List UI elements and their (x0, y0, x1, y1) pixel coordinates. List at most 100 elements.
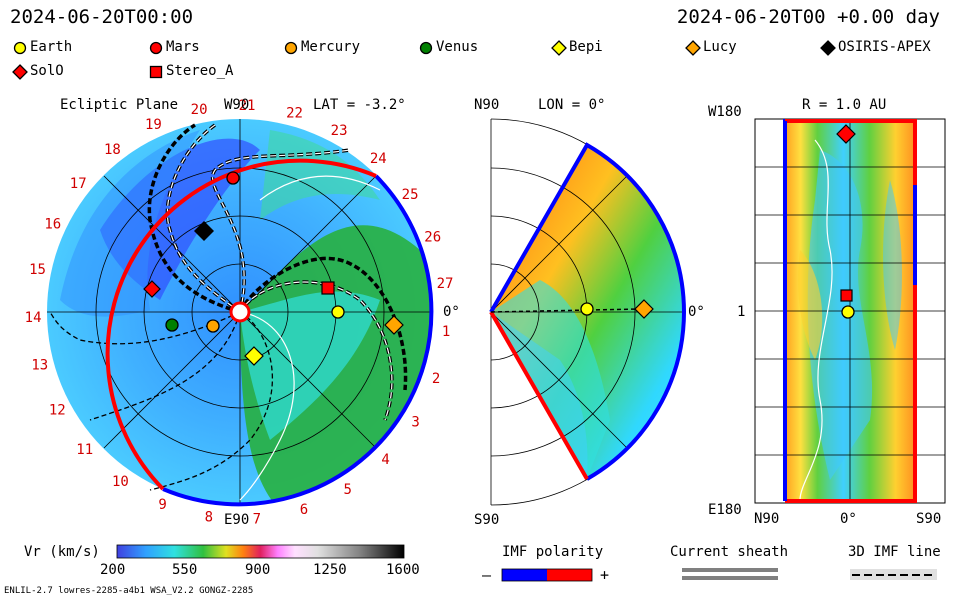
carrington-label: 7 (253, 511, 261, 527)
square-icon (149, 65, 163, 79)
legend-label: OSIRIS-APEX (838, 39, 931, 55)
legend-label: Mercury (301, 39, 361, 55)
carrington-label: 20 (191, 102, 208, 118)
circle-icon (284, 41, 298, 55)
carrington-label: 22 (286, 105, 303, 121)
carrington-label: 25 (402, 187, 419, 203)
carrington-label: 9 (158, 497, 166, 513)
lucy-marker (384, 315, 404, 335)
carrington-label: 11 (76, 442, 93, 458)
current-sheath-swatch (682, 568, 778, 572)
legend-label: SolO (30, 63, 64, 79)
polarity-ring-negative (162, 174, 434, 507)
vr-colorbar (116, 544, 405, 559)
carrington-label: 18 (104, 142, 121, 158)
mercury-marker (206, 319, 220, 333)
current-sheath-title: Current sheath (670, 544, 789, 560)
diamond-icon (12, 64, 28, 80)
legend-label: Earth (30, 39, 73, 55)
carrington-label: 13 (31, 358, 48, 374)
carrington-label: 17 (70, 176, 87, 192)
sun-marker (229, 301, 251, 323)
polarity-ring-positive (105, 158, 377, 491)
imf-positive-swatch (547, 569, 592, 581)
legend-label: Mars (166, 39, 200, 55)
diamond-icon (551, 40, 567, 56)
radial-bottom-left-label: E180 (708, 502, 742, 518)
carrington-label: 2 (432, 371, 440, 387)
legend-label: Venus (436, 39, 479, 55)
imf-minus-label: – (482, 566, 492, 584)
legend-label: Stereo_A (166, 63, 234, 79)
carrington-label: 15 (29, 262, 46, 278)
colorbar-tick: 900 (245, 562, 271, 578)
meridional-bottom-label: S90 (474, 512, 500, 528)
model-timestamp: 2024-06-20T00:00 (10, 6, 194, 28)
mars-marker (226, 171, 240, 185)
circle-icon (149, 41, 163, 55)
carrington-label: 16 (44, 217, 61, 233)
carrington-label: 8 (205, 510, 213, 526)
radial-panel (754, 118, 946, 504)
stereo-a-marker (321, 281, 335, 295)
colorbar-tick: 1250 (313, 562, 347, 578)
meridional-top-label: N90 (474, 97, 500, 113)
earth-marker-meridional (580, 302, 594, 316)
colorbar-label: Vr (km/s) (24, 544, 100, 560)
imf-negative-swatch (502, 569, 547, 581)
solo-marker (143, 280, 161, 298)
carrington-label: 10 (112, 474, 129, 490)
carrington-label: 6 (300, 502, 308, 518)
model-footer: ENLIL-2.7 lowres-2285-a4b1 WSA_V2.2 GONG… (4, 586, 254, 596)
stereo-a-marker-radial (840, 289, 853, 302)
imf-plus-label: + (600, 566, 610, 584)
ecliptic-bottom-label: E90 (224, 512, 250, 528)
radial-tick-equator: 0° (840, 511, 857, 527)
radial-tick-south: S90 (916, 511, 942, 527)
carrington-label: 26 (424, 229, 441, 245)
carrington-label: 14 (25, 310, 42, 326)
legend-label: Bepi (569, 39, 603, 55)
ecliptic-objects (143, 171, 404, 366)
carrington-label: 27 (437, 276, 454, 292)
carrington-label: 23 (331, 123, 348, 139)
diamond-icon (685, 40, 701, 56)
longitude-label: LON = 0° (538, 97, 606, 113)
radial-title: R = 1.0 AU (802, 97, 887, 113)
carrington-label: 3 (411, 415, 419, 431)
carrington-label: 1 (442, 324, 450, 340)
imf-line-title: 3D IMF line (848, 544, 941, 560)
bepi-marker (244, 346, 264, 366)
legend-label: Lucy (703, 39, 737, 55)
carrington-label: 5 (343, 482, 351, 498)
ecliptic-top-label: W90 (224, 97, 250, 113)
diamond-icon (820, 40, 836, 56)
imf-polarity-title: IMF polarity (502, 544, 604, 560)
carrington-label: 4 (381, 452, 389, 468)
carrington-label: 24 (370, 151, 387, 167)
colorbar-tick: 1600 (386, 562, 420, 578)
elapsed-timestamp: 2024-06-20T00 +0.00 day (676, 6, 940, 28)
solo-marker-radial (836, 124, 856, 144)
earth-marker (331, 305, 345, 319)
osiris-apex-marker (194, 221, 214, 241)
carrington-label: 19 (145, 117, 162, 133)
circle-icon (13, 41, 27, 55)
venus-marker (165, 318, 179, 332)
ecliptic-title: Ecliptic Plane (60, 97, 179, 113)
colorbar-tick: 200 (100, 562, 126, 578)
radial-tick-north: N90 (754, 511, 780, 527)
carrington-label: 21 (239, 98, 256, 114)
carrington-label: 12 (49, 402, 66, 418)
meridional-panel (489, 118, 687, 506)
ecliptic-right-label: 0° (443, 304, 460, 320)
earth-marker-radial (841, 305, 855, 319)
radial-mid-left-label: 1 (737, 304, 746, 320)
meridional-right-label: 0° (688, 304, 705, 320)
radial-top-left-label: W180 (708, 104, 742, 120)
colorbar-tick: 550 (172, 562, 198, 578)
circle-icon (419, 41, 433, 55)
